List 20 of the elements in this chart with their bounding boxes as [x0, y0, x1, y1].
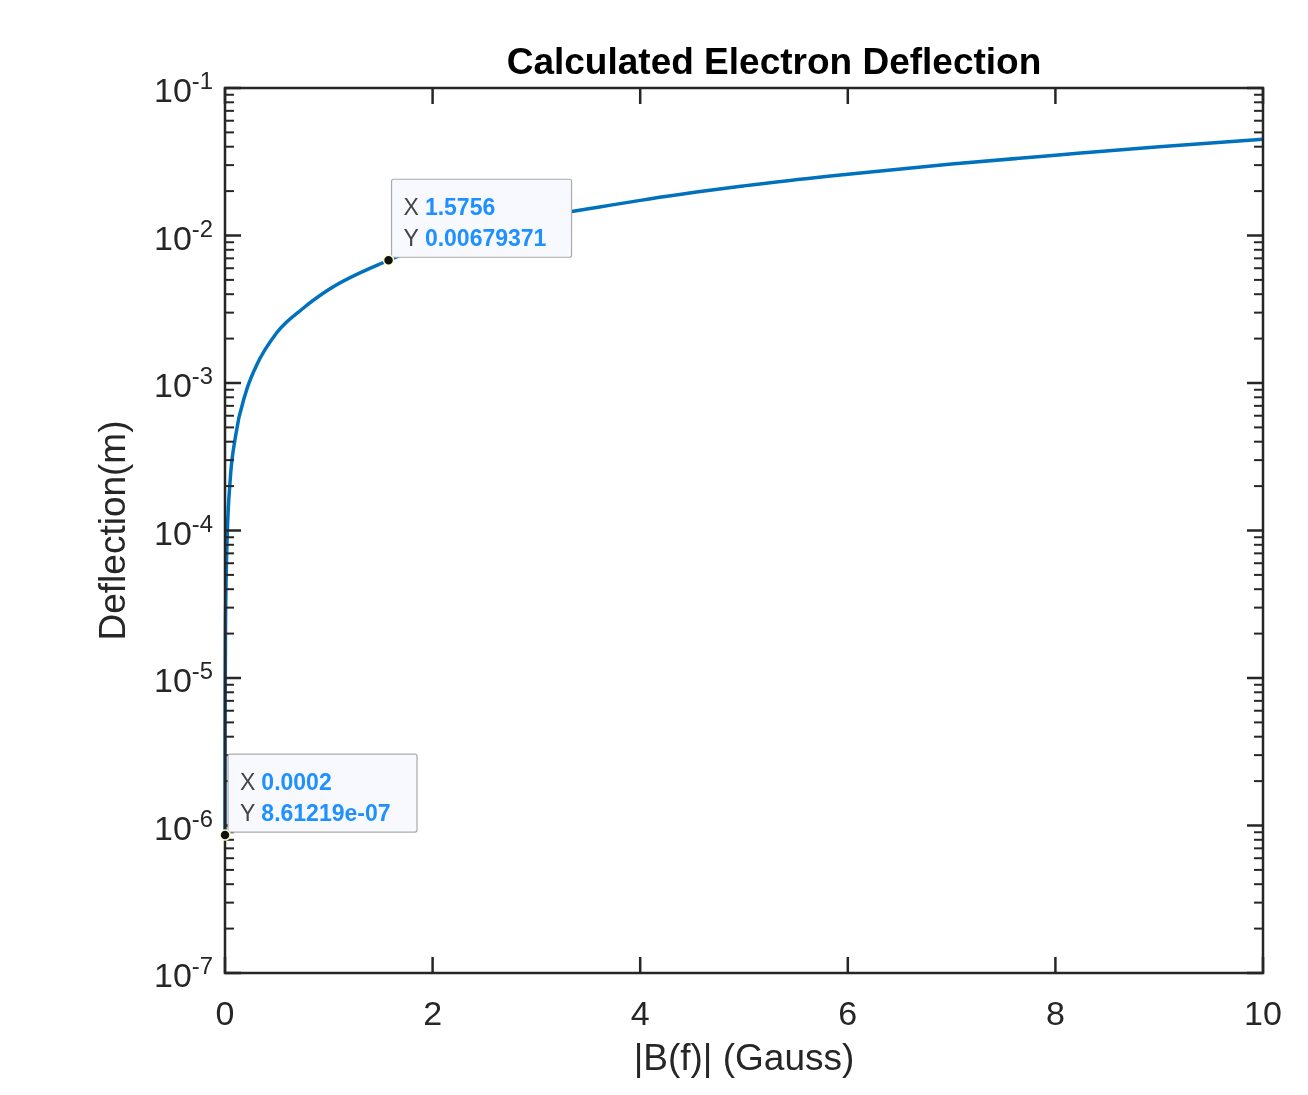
y-tick-label: 10$^{-5}$ — [154, 656, 213, 699]
y-tick-label: 10$^{-6}$ — [154, 804, 213, 847]
chart-title: Calculated Electron Deflection — [506, 41, 1042, 82]
x-tick-label: 8 — [1045, 994, 1065, 1032]
x-axis-title: |B(f)| (Gauss) — [633, 1037, 855, 1078]
x-tick-label: 4 — [630, 994, 650, 1032]
y-axis-title: Deflection(m) — [92, 420, 133, 641]
y-tick-label: 10$^{-3}$ — [154, 361, 213, 404]
annotation: X 1.5756 Y 0.00679371 — [403, 194, 547, 252]
y-tick-label: 10$^{-1}$ — [154, 66, 213, 109]
y-tick-label: 10$^{-4}$ — [154, 509, 213, 552]
datatip: X 0.0002 Y 8.61219e-07 — [219, 753, 418, 841]
annotation: X 0.0002 Y 8.61219e-07 — [240, 769, 391, 827]
y-tick-label: 10$^{-7}$ — [154, 951, 213, 994]
x-tick-label: 0 — [215, 994, 235, 1032]
x-tick-label: 6 — [838, 994, 858, 1032]
datatip: X 1.5756 Y 0.00679371 — [382, 178, 573, 266]
x-tick-label: 2 — [423, 994, 443, 1032]
y-tick-label: 10$^{-2}$ — [154, 214, 213, 257]
x-tick-label: 10 — [1244, 994, 1282, 1032]
